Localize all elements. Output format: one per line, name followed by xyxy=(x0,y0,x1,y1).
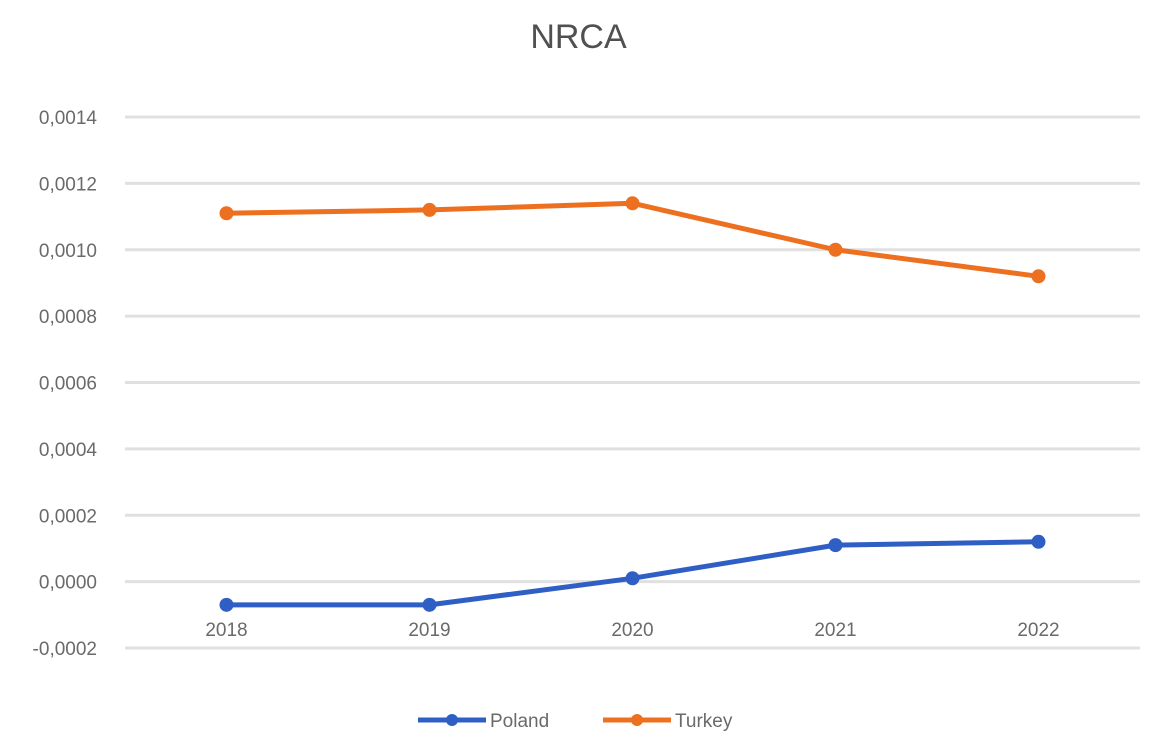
y-tick-label: 0,0014 xyxy=(39,108,98,129)
data-point-marker xyxy=(422,597,437,612)
x-tick-label: 2020 xyxy=(611,620,653,641)
data-point-marker xyxy=(1031,269,1046,284)
series-poland xyxy=(219,534,1046,612)
y-tick-label: 0,0008 xyxy=(39,307,97,328)
data-point-marker xyxy=(219,206,234,221)
data-point-marker xyxy=(828,242,843,257)
y-tick-label: -0,0002 xyxy=(33,639,97,660)
chart-title: NRCA xyxy=(530,18,627,56)
y-tick-label: 0,0002 xyxy=(39,506,97,527)
y-tick-label: 0,0012 xyxy=(39,174,97,195)
y-tick-label: 0,0000 xyxy=(39,573,97,594)
legend-item-poland: Poland xyxy=(418,711,549,732)
legend-marker-icon xyxy=(631,714,643,726)
series-lines xyxy=(219,196,1046,612)
legend-label: Turkey xyxy=(675,711,733,732)
y-tick-label: 0,0004 xyxy=(39,440,98,461)
x-tick-label: 2022 xyxy=(1017,620,1059,641)
x-tick-label: 2021 xyxy=(814,620,856,641)
data-point-marker xyxy=(219,597,234,612)
data-point-marker xyxy=(1031,534,1046,549)
x-axis: 2018 2019 2020 2021 2022 xyxy=(205,620,1059,641)
x-tick-label: 2019 xyxy=(408,620,450,641)
y-axis: 0,0014 0,0012 0,0010 0,0008 0,0006 0,0004 0,00… xyxy=(33,108,98,660)
series-turkey xyxy=(219,196,1046,284)
series-line xyxy=(226,200,1039,279)
legend-label: Poland xyxy=(490,711,549,732)
y-tick-label: 0,0010 xyxy=(39,241,97,262)
gridlines xyxy=(125,115,1140,650)
legend: Poland Turkey xyxy=(418,711,733,732)
legend-item-turkey: Turkey xyxy=(603,711,733,732)
data-point-marker xyxy=(828,538,843,553)
x-tick-label: 2018 xyxy=(205,620,247,641)
data-point-marker xyxy=(625,196,640,211)
data-point-marker xyxy=(422,202,437,217)
y-tick-label: 0,0006 xyxy=(39,374,97,395)
legend-marker-icon xyxy=(446,714,458,726)
data-point-marker xyxy=(625,571,640,586)
